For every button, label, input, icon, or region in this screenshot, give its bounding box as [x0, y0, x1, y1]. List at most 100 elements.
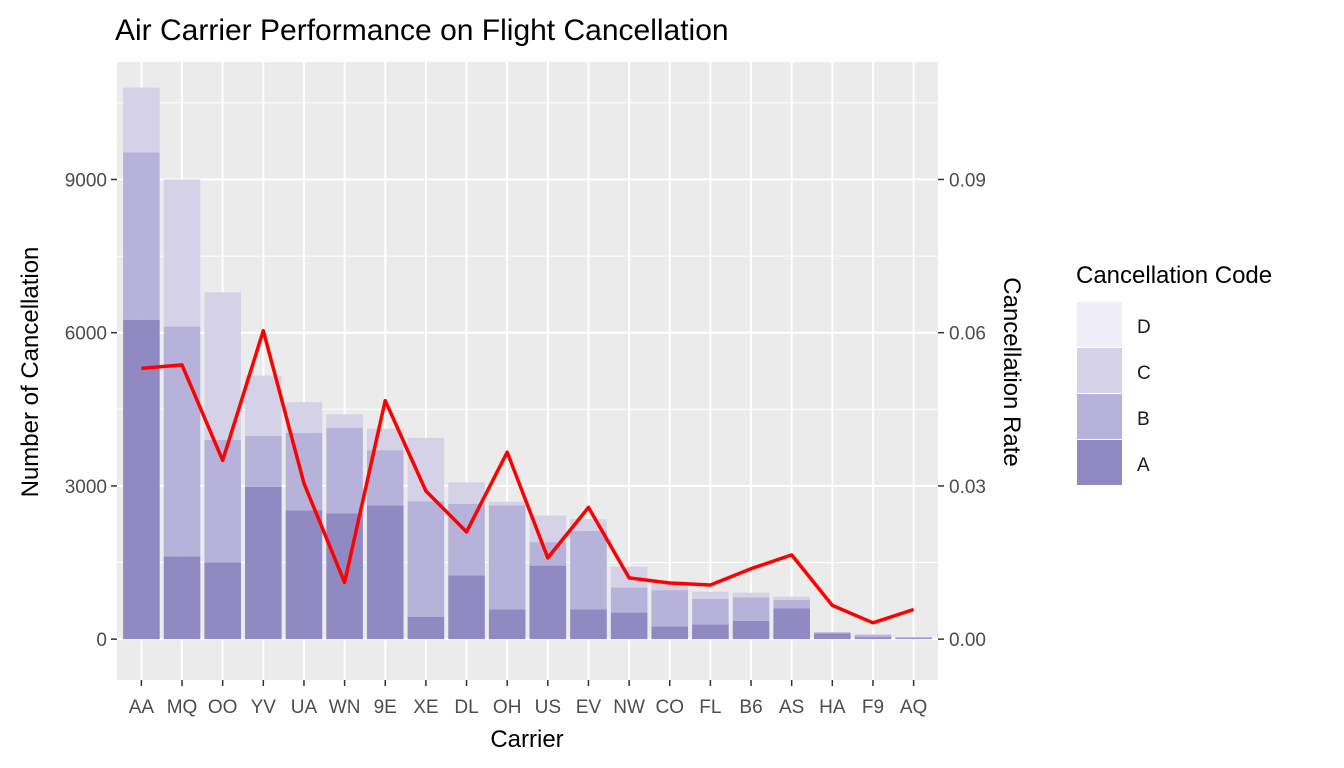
x-tick-label: AS [779, 697, 804, 718]
bar-wn-code-c [326, 414, 363, 428]
x-tick-label: US [535, 697, 561, 718]
y2-tick-label: 0.06 [949, 324, 986, 345]
x-tick-label: MQ [167, 697, 198, 718]
x-tick-label: DL [454, 697, 478, 718]
bar-co-code-c [651, 581, 689, 591]
bar-nw-code-a [610, 612, 648, 640]
bar-aq-code-b [895, 637, 932, 639]
bar-ha-code-c [814, 631, 851, 633]
x-tick-label: B6 [739, 697, 762, 718]
y-axis-title: Number of Cancellation [17, 247, 44, 498]
bar-ev-code-a [570, 609, 607, 640]
bar-dl-code-a [448, 575, 485, 640]
bar-dl-code-b [448, 503, 485, 576]
bar-ua-code-a [285, 510, 323, 640]
legend-swatch-d [1077, 302, 1122, 347]
bar-as-code-b [773, 599, 810, 609]
right-axis: 0.00 0.03 0.06 0.09 [938, 170, 986, 651]
x-tick-label: HA [819, 697, 846, 718]
bar-mq-code-a [163, 556, 201, 640]
bar-ua-code-c [285, 402, 323, 433]
legend-label-d: D [1137, 317, 1151, 338]
bar-dl-code-c [448, 482, 485, 504]
bar-f9-code-b [854, 635, 892, 638]
bar-fl-code-c [692, 591, 729, 599]
legend-title: Cancellation Code [1076, 262, 1272, 289]
y2-axis-title: Cancellation Rate [998, 277, 1025, 466]
x-tick-label: OO [208, 697, 238, 718]
bar-9e-code-a [366, 505, 404, 640]
bar-us-code-a [529, 565, 567, 640]
bar-f9-code-a [854, 637, 892, 640]
bar-oh-code-b [488, 505, 526, 610]
bar-nw-code-b [610, 587, 648, 613]
rate-line-group [141, 328, 915, 625]
bar-mq-code-b [163, 326, 201, 557]
bars-group [123, 87, 932, 640]
bar-aa-code-b [123, 152, 160, 320]
bar-oo-code-a [204, 562, 241, 640]
legend-label-a: A [1137, 455, 1150, 476]
bar-ev-code-b [570, 530, 607, 610]
cancellation-rate-line [141, 328, 915, 625]
legend-label-b: B [1137, 409, 1150, 430]
y-tick-label: 6000 [65, 324, 107, 345]
bar-oh-code-c [488, 501, 526, 506]
x-tick-label: YV [251, 697, 277, 718]
bar-xe-code-b [407, 501, 445, 617]
bar-b6-code-c [732, 592, 770, 598]
bar-oo-code-c [204, 292, 241, 440]
bar-as-code-c [773, 596, 810, 600]
y-tick-label: 9000 [65, 170, 107, 191]
bar-b6-code-b [732, 597, 770, 621]
x-tick-label: XE [413, 697, 438, 718]
bar-xe-code-a [407, 616, 445, 640]
x-tick-label: AQ [900, 697, 927, 718]
bar-wn-code-b [326, 427, 363, 514]
y2-tick-label: 0.03 [949, 477, 986, 498]
x-tick-label: AA [129, 697, 155, 718]
bar-mq-code-c [163, 179, 201, 327]
x-tick-label: UA [291, 697, 318, 718]
y-tick-label: 0 [96, 630, 107, 651]
bar-ua-code-b [285, 432, 323, 511]
left-axis: 0 3000 6000 9000 [65, 170, 117, 651]
x-tick-label: F9 [862, 697, 884, 718]
x-tick-label: EV [576, 697, 602, 718]
bar-aq-code-a [895, 638, 932, 640]
bar-yv-code-c [245, 375, 282, 436]
bar-fl-code-b [692, 598, 729, 625]
bar-b6-code-a [732, 620, 770, 640]
bar-ha-code-b [814, 632, 851, 634]
bar-aa-code-c [123, 87, 160, 153]
x-tick-label: FL [699, 697, 721, 718]
bar-aa-code-a [123, 319, 160, 640]
x-tick-label: OH [493, 697, 522, 718]
legend-swatch-c [1077, 348, 1122, 393]
bar-fl-code-a [692, 624, 729, 640]
chart-title: Air Carrier Performance on Flight Cancel… [115, 14, 729, 47]
x-tick-label: CO [656, 697, 685, 718]
x-tick-label: WN [329, 697, 361, 718]
legend-swatch-a [1077, 440, 1122, 485]
y2-tick-label: 0.09 [949, 170, 986, 191]
legend-swatch-b [1077, 394, 1122, 439]
bar-oh-code-a [488, 609, 526, 640]
x-axis-title: Carrier [490, 726, 563, 753]
legend-label-c: C [1137, 363, 1151, 384]
bar-co-code-b [651, 590, 689, 627]
bar-yv-code-a [245, 486, 282, 640]
bar-f9-code-c [854, 634, 892, 636]
bar-yv-code-b [245, 435, 282, 487]
y-tick-label: 3000 [65, 477, 107, 498]
x-axis: AA MQ OO YV UA WN 9E XE DL OH US EV NW CO FL B6 AS HA F9 AQ [129, 680, 927, 718]
y2-tick-label: 0.00 [949, 630, 986, 651]
bar-co-code-a [651, 626, 689, 640]
x-tick-label: NW [613, 697, 645, 718]
bar-ev-code-c [570, 519, 607, 531]
x-tick-label: 9E [374, 697, 397, 718]
bar-as-code-a [773, 608, 810, 640]
bar-ha-code-a [814, 633, 851, 640]
legend: Cancellation Code D C B A [1076, 262, 1272, 485]
